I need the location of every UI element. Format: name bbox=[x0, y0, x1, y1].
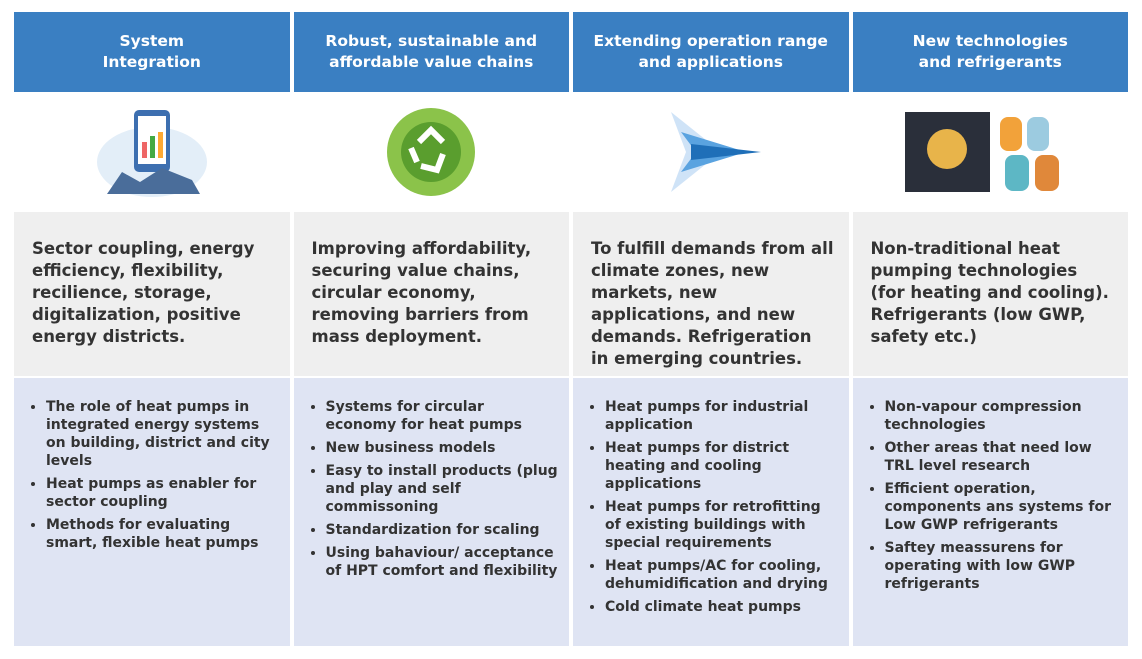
column-image bbox=[14, 92, 290, 212]
bullet-cell: Systems for circular economy for heat pu… bbox=[293, 378, 569, 646]
bullet-item: New business models bbox=[326, 439, 560, 457]
bullet-item: Easy to install products (plug and play … bbox=[326, 462, 560, 516]
description: To fulfill demands from all climate zone… bbox=[573, 212, 849, 376]
bullet-item: Systems for circular economy for heat pu… bbox=[326, 398, 560, 434]
bullet-list: Non-vapour compression technologies Other… bbox=[861, 398, 1119, 593]
bullet-list: Heat pumps for industrial application Hea… bbox=[581, 398, 839, 616]
column-image bbox=[853, 92, 1129, 212]
bullet-item: Heat pumps for retrofitting of existing … bbox=[605, 498, 839, 552]
description: Improving affordability, securing value … bbox=[293, 212, 569, 376]
bullet-item: Methods for evaluating smart, flexible h… bbox=[46, 516, 280, 552]
column-header: Extending operation range and applicatio… bbox=[573, 12, 849, 92]
bullet-item: Non-vapour compression technologies bbox=[885, 398, 1119, 434]
bullet-cell: Heat pumps for industrial application Hea… bbox=[573, 378, 849, 646]
bullet-item: Heat pumps/AC for cooling, dehumidificat… bbox=[605, 557, 839, 593]
bullet-list: Systems for circular economy for heat pu… bbox=[302, 398, 560, 580]
bullet-item: Heat pumps for district heating and cool… bbox=[605, 439, 839, 493]
bullet-cell: Non-vapour compression technologies Other… bbox=[852, 378, 1128, 646]
table: System Integration Robust, sustainable an… bbox=[14, 12, 1128, 646]
bullet-cell: The role of heat pumps in integrated ene… bbox=[14, 378, 290, 646]
bullet-item: Saftey meassurens for operating with low… bbox=[885, 539, 1119, 593]
bullet-item: Heat pumps as enabler for sector couplin… bbox=[46, 475, 280, 511]
bullet-item: Standardization for scaling bbox=[326, 521, 560, 539]
column-image bbox=[573, 92, 849, 212]
column-header: System Integration bbox=[14, 12, 290, 92]
bullet-item: Efficient operation, components ans syst… bbox=[885, 480, 1119, 534]
description: Non-traditional heat pumping technologie… bbox=[852, 212, 1128, 376]
description: Sector coupling, energy efficiency, flex… bbox=[14, 212, 290, 376]
bullet-item: Other areas that need low TRL level rese… bbox=[885, 439, 1119, 475]
bullet-item: The role of heat pumps in integrated ene… bbox=[46, 398, 280, 470]
column-header: Robust, sustainable and affordable value… bbox=[293, 12, 569, 92]
bullet-list: The role of heat pumps in integrated ene… bbox=[22, 398, 280, 552]
bullet-item: Cold climate heat pumps bbox=[605, 598, 839, 616]
column-image bbox=[294, 92, 570, 212]
bullet-item: Using bahaviour/ acceptance of HPT comfo… bbox=[326, 544, 560, 580]
column-header: New technologies and refrigerants bbox=[852, 12, 1128, 92]
bullet-item: Heat pumps for industrial application bbox=[605, 398, 839, 434]
